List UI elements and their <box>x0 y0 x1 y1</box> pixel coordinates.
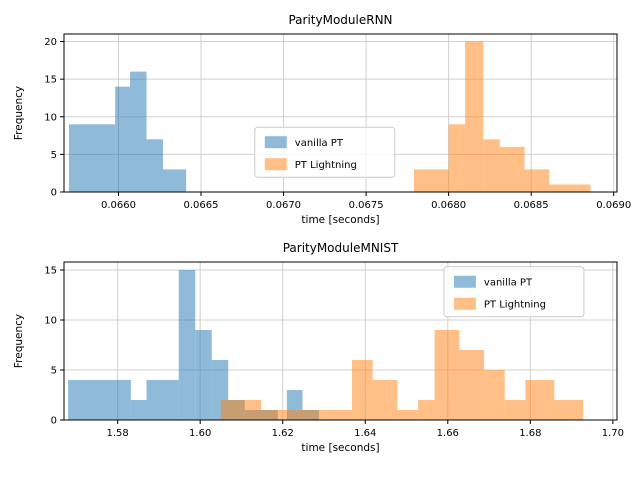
hist-bar <box>484 370 505 420</box>
hist-bar <box>115 86 131 192</box>
hist-bar <box>372 380 398 420</box>
x-tick-label: 0.0675 <box>349 200 384 211</box>
hist-bar <box>130 71 147 192</box>
y-tick-label: 10 <box>44 112 57 123</box>
legend: vanilla PT PT Lightning <box>254 126 396 178</box>
y-tick-label: 15 <box>44 75 57 86</box>
legend-frame <box>254 126 396 178</box>
axes-frame <box>63 261 618 421</box>
hist-bar <box>220 400 262 420</box>
x-tick-label: 0.0690 <box>596 200 631 211</box>
x-tick-label: 0.0665 <box>184 200 219 211</box>
hist-bar <box>448 124 466 192</box>
hist-bar <box>68 124 116 192</box>
chart-mnist: 1.58 1.60 1.62 1.64 1.66 1.68 1.70 0 5 10 15 Parity… <box>13 241 624 454</box>
legend-label: vanilla PT <box>484 278 533 289</box>
hist-bar <box>335 410 353 420</box>
y-tick-label: 20 <box>44 37 57 48</box>
x-tick-label: 1.66 <box>437 428 459 439</box>
hist-bar <box>146 139 164 192</box>
legend-frame <box>443 266 585 318</box>
legend-swatch <box>264 136 287 149</box>
hist-bar <box>465 41 484 193</box>
y-tick-label: 0 <box>51 188 57 199</box>
chart-title: ParityModuleRNN <box>288 13 392 27</box>
x-axis-label: time [seconds] <box>301 214 379 226</box>
hist-bar <box>146 380 179 420</box>
x-tick-label: 0.0680 <box>431 200 466 211</box>
y-tick-label: 5 <box>51 150 57 161</box>
hist-bar <box>352 360 373 420</box>
y-tick-label: 0 <box>51 416 57 427</box>
hist-bar <box>261 410 295 420</box>
hist-bar <box>294 410 336 420</box>
x-tick-label: 0.0685 <box>514 200 549 211</box>
hist-bar <box>525 380 555 420</box>
x-tick-label: 0.0670 <box>266 200 301 211</box>
legend: vanilla PT PT Lightning <box>443 266 585 318</box>
chart-title: ParityModuleMNIST <box>283 241 399 255</box>
legend-swatch <box>264 158 287 171</box>
hist-bar <box>483 139 500 192</box>
x-tick-label: 1.64 <box>354 428 376 439</box>
hist-bar <box>524 169 550 192</box>
hist-bar <box>418 400 435 420</box>
y-tick-label: 15 <box>44 266 57 277</box>
hist-bar <box>68 380 131 420</box>
hist-bar <box>397 410 419 420</box>
hist-bar <box>459 350 485 420</box>
hist-bar <box>195 330 212 420</box>
x-tick-label: 1.62 <box>272 428 294 439</box>
x-tick-label: 1.58 <box>107 428 129 439</box>
legend-swatch <box>453 297 476 310</box>
legend-label: PT Lightning <box>484 300 546 311</box>
hist-bar <box>178 270 196 420</box>
x-tick-label: 1.68 <box>519 428 541 439</box>
hist-bar <box>554 400 584 420</box>
hist-bar <box>504 400 526 420</box>
legend-label: PT Lightning <box>295 160 357 171</box>
hist-bar <box>499 146 525 192</box>
hist-bar <box>130 400 147 420</box>
y-tick-label: 5 <box>51 366 57 377</box>
legend-swatch <box>453 275 476 288</box>
hist-bar <box>434 330 460 420</box>
y-axis-label: Frequency <box>13 314 25 368</box>
x-tick-label: 0.0660 <box>101 200 136 211</box>
legend-label: vanilla PT <box>295 138 344 149</box>
hist-bar <box>413 169 449 192</box>
x-axis-label: time [seconds] <box>301 442 379 454</box>
chart-rnn: 0.0660 0.0665 0.0670 0.0675 0.0680 0.0685 0.06… <box>13 13 631 226</box>
hist-bar <box>549 184 591 192</box>
hist-bar <box>163 169 187 192</box>
axes-frame <box>63 33 618 193</box>
y-axis-label: Frequency <box>13 86 25 140</box>
y-tick-label: 10 <box>44 316 57 327</box>
x-tick-label: 1.60 <box>189 428 211 439</box>
x-tick-label: 1.70 <box>602 428 624 439</box>
